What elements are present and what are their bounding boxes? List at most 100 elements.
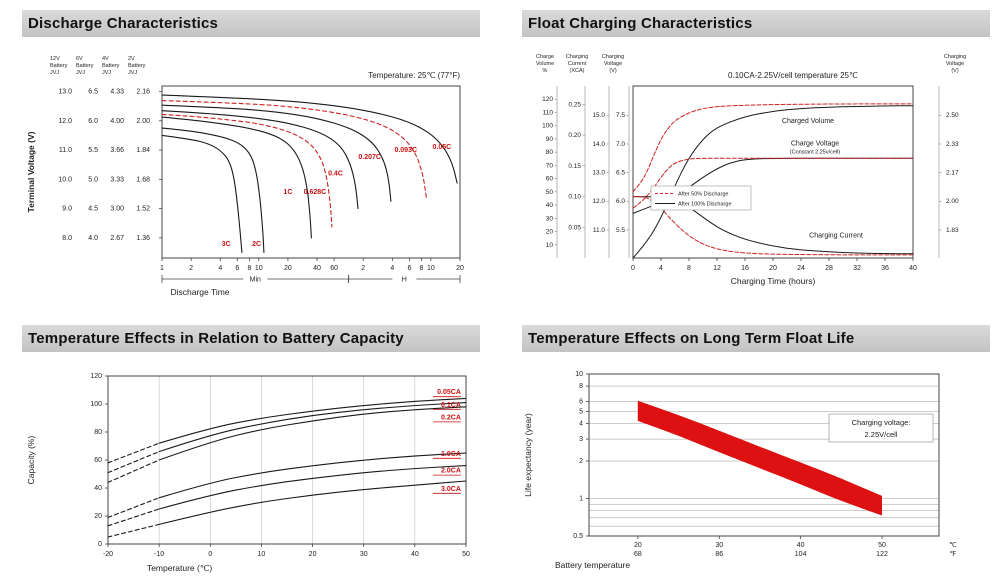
y-tick-label: 90 [546,136,554,143]
axis-header: 4V [102,56,109,62]
axis-header: Battery [128,63,146,69]
y-tick-label: 110 [543,109,554,116]
x-tick-label: 20 [284,265,292,272]
temperature-note: Temperature: 25℃ (77°F) [368,71,460,80]
y-tick-label: 10 [575,371,583,378]
condition-note: 0.10CA-2.25V/cell temperature 25℃ [728,71,858,80]
x-tick-label-f: 122 [876,551,888,558]
discharge-chart-container: 12V Battery JVJ 13.0 12.0 11.0 10.0 9.0 8.0 6V Bat… [20,46,500,316]
plot-border [161,85,461,259]
y-tick-label: 3.00 [110,206,124,213]
y-tick-label: 1.52 [136,206,150,213]
series-0.1CA [158,402,467,453]
y-tick-label: 3.66 [110,147,124,154]
series-2C [161,127,265,254]
series-label: 1C [283,189,292,196]
series-label: 1.0CA [441,451,461,458]
series-dashed-0.2CA [107,459,160,483]
y-tick-label: 5.5 [616,227,625,234]
panel-title-capacity-temperature: Temperature Effects in Relation to Batte… [22,325,480,352]
series-3.0CA [158,480,467,525]
ylabel: Terminal Voltage (V) [26,131,36,212]
x-tick-label: 2 [189,265,193,272]
y-tick-label: 8 [579,383,583,390]
y-tick-label: 12.0 [58,118,72,125]
y-tick-label: 9.0 [62,206,72,213]
xlabel: Temperature (℃) [147,563,212,573]
x-tick-label: 4 [390,265,394,272]
y-tick-label: 0.15 [568,163,581,170]
axis-header: (XCA) [570,68,585,74]
x-tick-label: 10 [258,551,266,558]
xlabel: Battery temperature [555,560,630,570]
span-label: Min [250,277,261,284]
discharge-chart: 12VBatteryJVJ13.012.011.010.09.08.06VBat… [26,56,464,297]
series-1C [161,116,312,239]
series-3C [161,134,243,254]
curve-label: (Constant 2.25v/cell) [790,150,841,156]
legend-label: After 100% Discharge [678,202,732,208]
series-label: 0.05CA [437,389,461,396]
y-tick-label: 120 [542,96,553,103]
y-tick-label: 3 [579,436,583,443]
y-tick-label: 1.36 [136,235,150,242]
series-dashed-2.0CA [107,508,160,527]
y-tick-label: 4 [579,421,583,428]
axis-header: Volume [536,61,554,67]
axis-header: Battery [102,63,120,69]
x-tick-label-c: 30 [715,542,723,549]
y-tick-label: 50 [546,189,554,196]
series-dashed-3.0CA [107,523,160,538]
axis-header: JVJ [128,70,137,76]
y-tick-label: 100 [542,123,553,130]
x-tick-label: 8 [420,265,424,272]
x-unit-f: ℉ [950,551,957,558]
y-tick-label: 40 [94,485,102,492]
x-tick-label: 8 [247,265,251,272]
curve-label: Charged Volume [782,118,834,125]
annotation-line: 2.25V/cell [865,430,898,439]
y-tick-label: 70 [546,162,554,169]
xlabel: Charging Time (hours) [731,276,816,286]
series-0.093C [161,100,427,199]
y-tick-label: 80 [546,149,554,156]
y-tick-label: 13.0 [592,170,605,177]
series-2.0CA [158,465,467,510]
series-0.4C [161,110,359,210]
x-tick-label: 10 [427,265,435,272]
y-tick-label: 7.0 [616,141,625,148]
y-tick-label: 0.10 [568,194,581,201]
curve-label: Charge Voltage [791,140,839,147]
x-tick-label: -10 [154,551,164,558]
panel-title-discharge: Discharge Characteristics [22,10,480,37]
y-tick-label: 1.68 [136,176,150,183]
axis-header: Charging [566,54,588,60]
float-life-chart-container: 10 8 6 5 4 3 2 1 0.5 20 68 30 86 40 104 50 122 ℃ ℉ Charging… [515,358,1000,580]
y-tick-label: 0.05 [568,224,581,231]
y-tick-label: 10.0 [58,176,72,183]
x-tick-label-c: 40 [797,542,805,549]
x-tick-label-c: 50 [878,542,886,549]
axis-header: JVJ [102,70,111,76]
axis-header: Voltage [604,61,622,67]
annotation-line: Charging voltage: [852,418,911,427]
y-tick-label: 6.0 [616,198,625,205]
x-tick-label: 10 [255,265,263,272]
axis-header: 6V [76,56,83,62]
x-tick-label: 12 [713,265,721,272]
x-tick-label: 36 [881,265,889,272]
axis-header: 12V [50,56,60,62]
x-tick-label: 4 [218,265,222,272]
y-tick-label: 0.5 [573,533,583,540]
y-tick-label: 5.0 [88,176,98,183]
y-tick-label: 20 [546,229,554,236]
y-tick-label: 6.5 [616,170,625,177]
y-tick-label: 7.5 [616,112,625,119]
xlabel: Discharge Time [170,287,229,297]
span-label-bg [243,274,268,284]
plot-border [588,373,940,537]
series-label: 3C [222,241,231,248]
y-tick-label: 2.50 [946,112,959,119]
series-0.2CA [158,406,467,461]
y-tick-label: 0.20 [568,132,581,139]
